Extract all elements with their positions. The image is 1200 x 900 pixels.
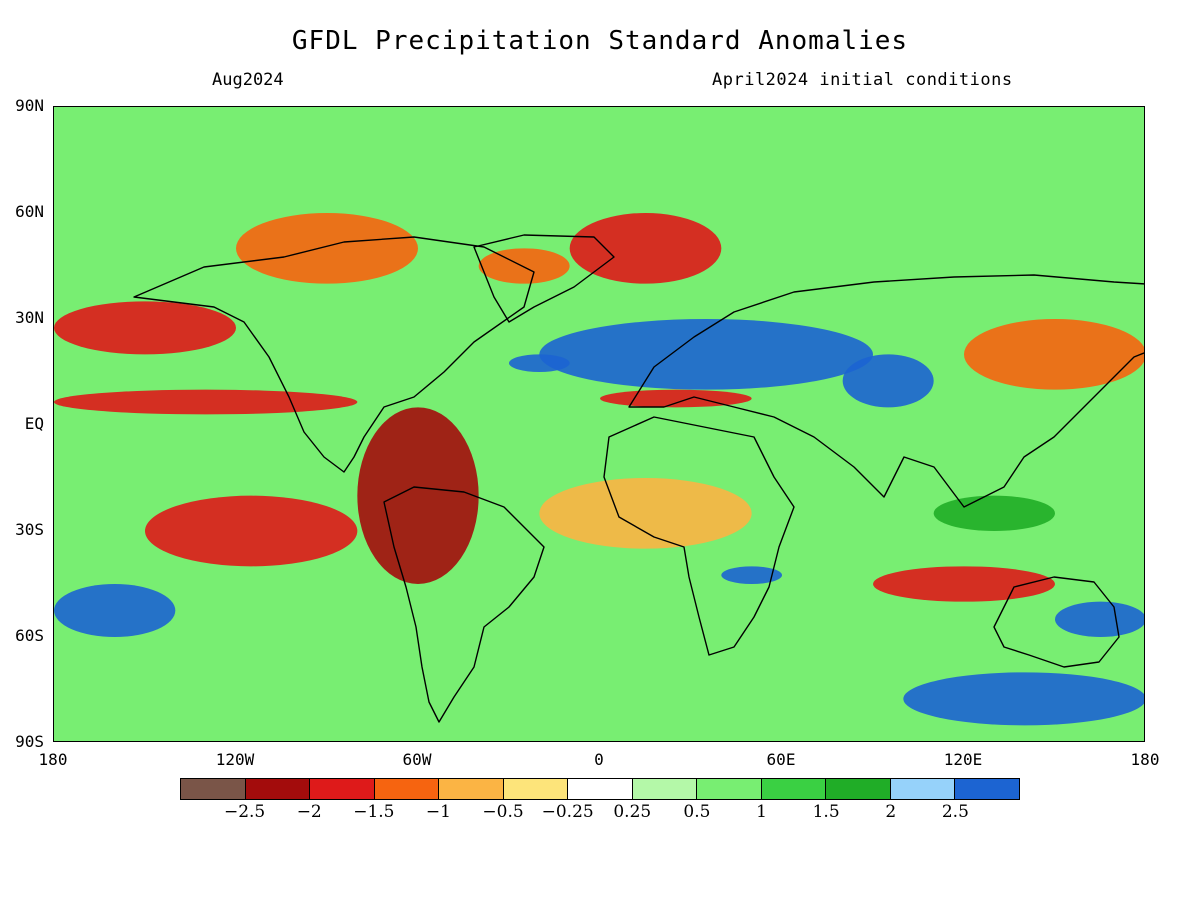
legend-swatch xyxy=(568,779,633,799)
legend-swatch xyxy=(310,779,375,799)
anomaly-region xyxy=(54,301,236,355)
anomaly-region xyxy=(539,478,752,549)
lat-label-90s: 90S xyxy=(15,732,44,751)
legend-label: −0.5 xyxy=(482,802,524,822)
anomaly-region xyxy=(478,248,570,284)
coastline-north-america xyxy=(133,236,535,473)
legend-swatch xyxy=(245,779,311,799)
colorbar-legend xyxy=(180,778,1020,800)
map-background xyxy=(54,107,1144,741)
anomaly-region xyxy=(873,566,1055,602)
lat-label-60s: 60S xyxy=(15,626,44,645)
anomaly-map xyxy=(54,107,1144,741)
coastline-layer xyxy=(133,234,1144,723)
coastline-greenland xyxy=(473,234,615,323)
legend-swatch xyxy=(439,779,504,799)
valid-month-label: Aug2024 xyxy=(212,70,284,90)
coastline-australia xyxy=(993,576,1120,668)
anomaly-region xyxy=(54,584,176,637)
legend-swatch xyxy=(761,779,827,799)
lat-label-eq: EQ xyxy=(24,414,44,433)
anomaly-region xyxy=(903,672,1144,726)
legend-label: −1.5 xyxy=(353,802,395,822)
legend-label: −1 xyxy=(425,802,451,822)
anomaly-region xyxy=(357,407,479,584)
anomaly-region xyxy=(145,495,358,567)
anomaly-region-layer xyxy=(54,213,1144,726)
lon-label-120w: 120W xyxy=(215,750,255,769)
legend-swatch xyxy=(374,779,440,799)
lat-label-60n: 60N xyxy=(15,202,44,221)
lon-label-60w: 60W xyxy=(402,750,432,769)
legend-label: −0.25 xyxy=(541,802,594,822)
legend-swatch xyxy=(955,779,1019,799)
anomaly-region xyxy=(1055,601,1144,637)
lon-label-180w: 180 xyxy=(38,750,68,769)
lon-label-0: 0 xyxy=(594,750,604,769)
legend-swatch xyxy=(697,779,762,799)
legend-label: −2.5 xyxy=(223,802,266,822)
anomaly-region xyxy=(509,354,570,372)
legend-label: 1 xyxy=(756,802,767,822)
anomaly-region xyxy=(54,389,358,415)
anomaly-region xyxy=(569,213,722,284)
lon-label-120e: 120E xyxy=(943,750,983,769)
legend-swatch xyxy=(890,779,956,799)
legend-swatch xyxy=(632,779,698,799)
chart-title: GFDL Precipitation Standard Anomalies xyxy=(291,26,909,56)
lon-label-60e: 60E xyxy=(766,750,796,769)
legend-label: 0.25 xyxy=(613,802,652,822)
coastline-south-america xyxy=(383,486,545,723)
coastline-eurasia xyxy=(628,274,1144,508)
legend-label: 0.5 xyxy=(683,802,711,822)
lat-label-30s: 30S xyxy=(15,520,44,539)
anomaly-region xyxy=(721,566,783,584)
legend-swatch xyxy=(503,779,569,799)
anomaly-region xyxy=(842,354,934,408)
legend-label: 2.5 xyxy=(941,802,969,822)
anomaly-region xyxy=(236,213,418,284)
anomaly-region xyxy=(539,319,873,390)
anomaly-region xyxy=(933,495,1055,531)
lon-label-180e: 180 xyxy=(1130,750,1160,769)
coastline-africa xyxy=(603,416,795,656)
anomaly-region xyxy=(600,389,752,408)
legend-label: 1.5 xyxy=(812,802,840,822)
lat-label-30n: 30N xyxy=(15,308,44,327)
anomaly-region xyxy=(964,319,1144,390)
legend-swatch xyxy=(826,779,891,799)
legend-label: −2 xyxy=(296,802,322,822)
map-frame xyxy=(53,106,1145,742)
legend-label: 2 xyxy=(885,802,897,822)
legend-swatch xyxy=(181,779,246,799)
initial-conditions-label: April2024 initial conditions xyxy=(712,70,1013,90)
lat-label-90n: 90N xyxy=(15,96,44,115)
